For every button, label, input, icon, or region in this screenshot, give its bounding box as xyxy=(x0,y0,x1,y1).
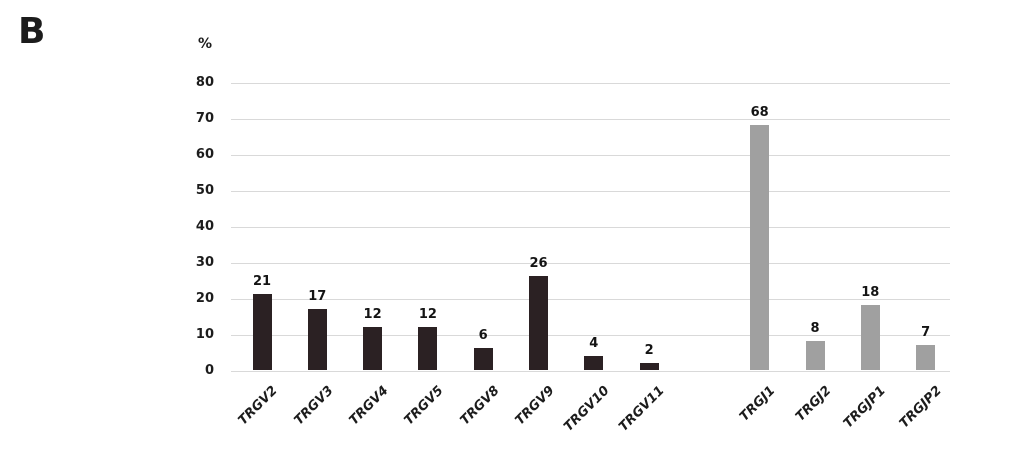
bar-value-label: 17 xyxy=(308,288,327,304)
gridline xyxy=(231,191,950,192)
bar-value-label: 68 xyxy=(750,105,769,121)
gridline xyxy=(231,227,950,228)
bar-value-label: 26 xyxy=(529,256,548,272)
bar-trgv2 xyxy=(252,294,272,370)
x-tick-label: TRGV10 xyxy=(561,383,613,435)
bar-value-label: 8 xyxy=(810,321,820,337)
bar-value-label: 12 xyxy=(418,306,437,322)
y-axis: 0 10 20 30 40 50 60 70 80 xyxy=(178,75,214,378)
gridline xyxy=(231,371,950,372)
y-axis-unit-label: % xyxy=(197,36,212,52)
x-tick-label: TRGJ1 xyxy=(737,383,779,425)
y-tick-label: 10 xyxy=(195,327,214,342)
bar-trgj1 xyxy=(750,125,770,370)
y-tick-label: 60 xyxy=(195,147,214,162)
gridline xyxy=(231,155,950,156)
bar-value-label: 7 xyxy=(921,324,931,340)
x-tick-label: TRGV3 xyxy=(291,383,337,429)
x-tick-label: TRGV5 xyxy=(401,383,447,429)
bar-trgv3 xyxy=(307,308,327,370)
bar-trgjp2 xyxy=(916,344,936,370)
x-tick-label: TRGJ2 xyxy=(792,383,834,425)
bar-value-label: 12 xyxy=(363,306,382,322)
y-tick-label: 0 xyxy=(204,363,214,378)
bar-value-label: 6 xyxy=(478,328,488,344)
x-tick-label: TRGJP1 xyxy=(841,383,890,432)
y-tick-label: 50 xyxy=(195,183,214,198)
gridline xyxy=(231,299,950,300)
plot-area: 21 17 12 12 6 26 4 2 68 8 18 7 xyxy=(231,83,950,372)
x-tick-label: TRGV11 xyxy=(616,383,669,435)
bar-value-label: 2 xyxy=(644,342,654,358)
bar-trgv4 xyxy=(363,326,383,370)
bar-trgv5 xyxy=(418,326,438,370)
bar-value-label: 4 xyxy=(589,335,599,351)
x-tick-label: TRGV8 xyxy=(457,383,503,429)
bar-trgv8 xyxy=(473,348,493,370)
x-tick-label: TRGV4 xyxy=(346,383,392,429)
y-tick-label: 20 xyxy=(195,291,214,306)
gridline xyxy=(231,335,950,336)
bar-value-label: 18 xyxy=(861,285,880,301)
x-tick-label: TRGV9 xyxy=(512,383,558,429)
x-tick-label: TRGV2 xyxy=(235,383,281,429)
bar-trgj2 xyxy=(805,341,825,370)
bar-trgv9 xyxy=(529,276,548,370)
bar-value-label: 21 xyxy=(252,274,272,290)
gridline xyxy=(231,263,950,264)
bar-trgv11 xyxy=(639,362,659,370)
gridline xyxy=(231,83,950,84)
panel-label: B xyxy=(18,11,46,52)
bar-trgv10 xyxy=(584,355,604,370)
x-axis-labels: TRGV2 TRGV3 TRGV4 TRGV5 TRGV8 TRGV9 TRGV10 TRGV… xyxy=(231,371,950,446)
bar-trgjp1 xyxy=(860,305,880,370)
y-tick-label: 30 xyxy=(195,255,214,270)
y-tick-label: 80 xyxy=(195,75,214,90)
y-tick-label: 40 xyxy=(195,219,214,234)
y-tick-label: 70 xyxy=(195,111,214,126)
x-tick-label: TRGJP2 xyxy=(896,383,945,432)
gridline xyxy=(231,119,950,120)
